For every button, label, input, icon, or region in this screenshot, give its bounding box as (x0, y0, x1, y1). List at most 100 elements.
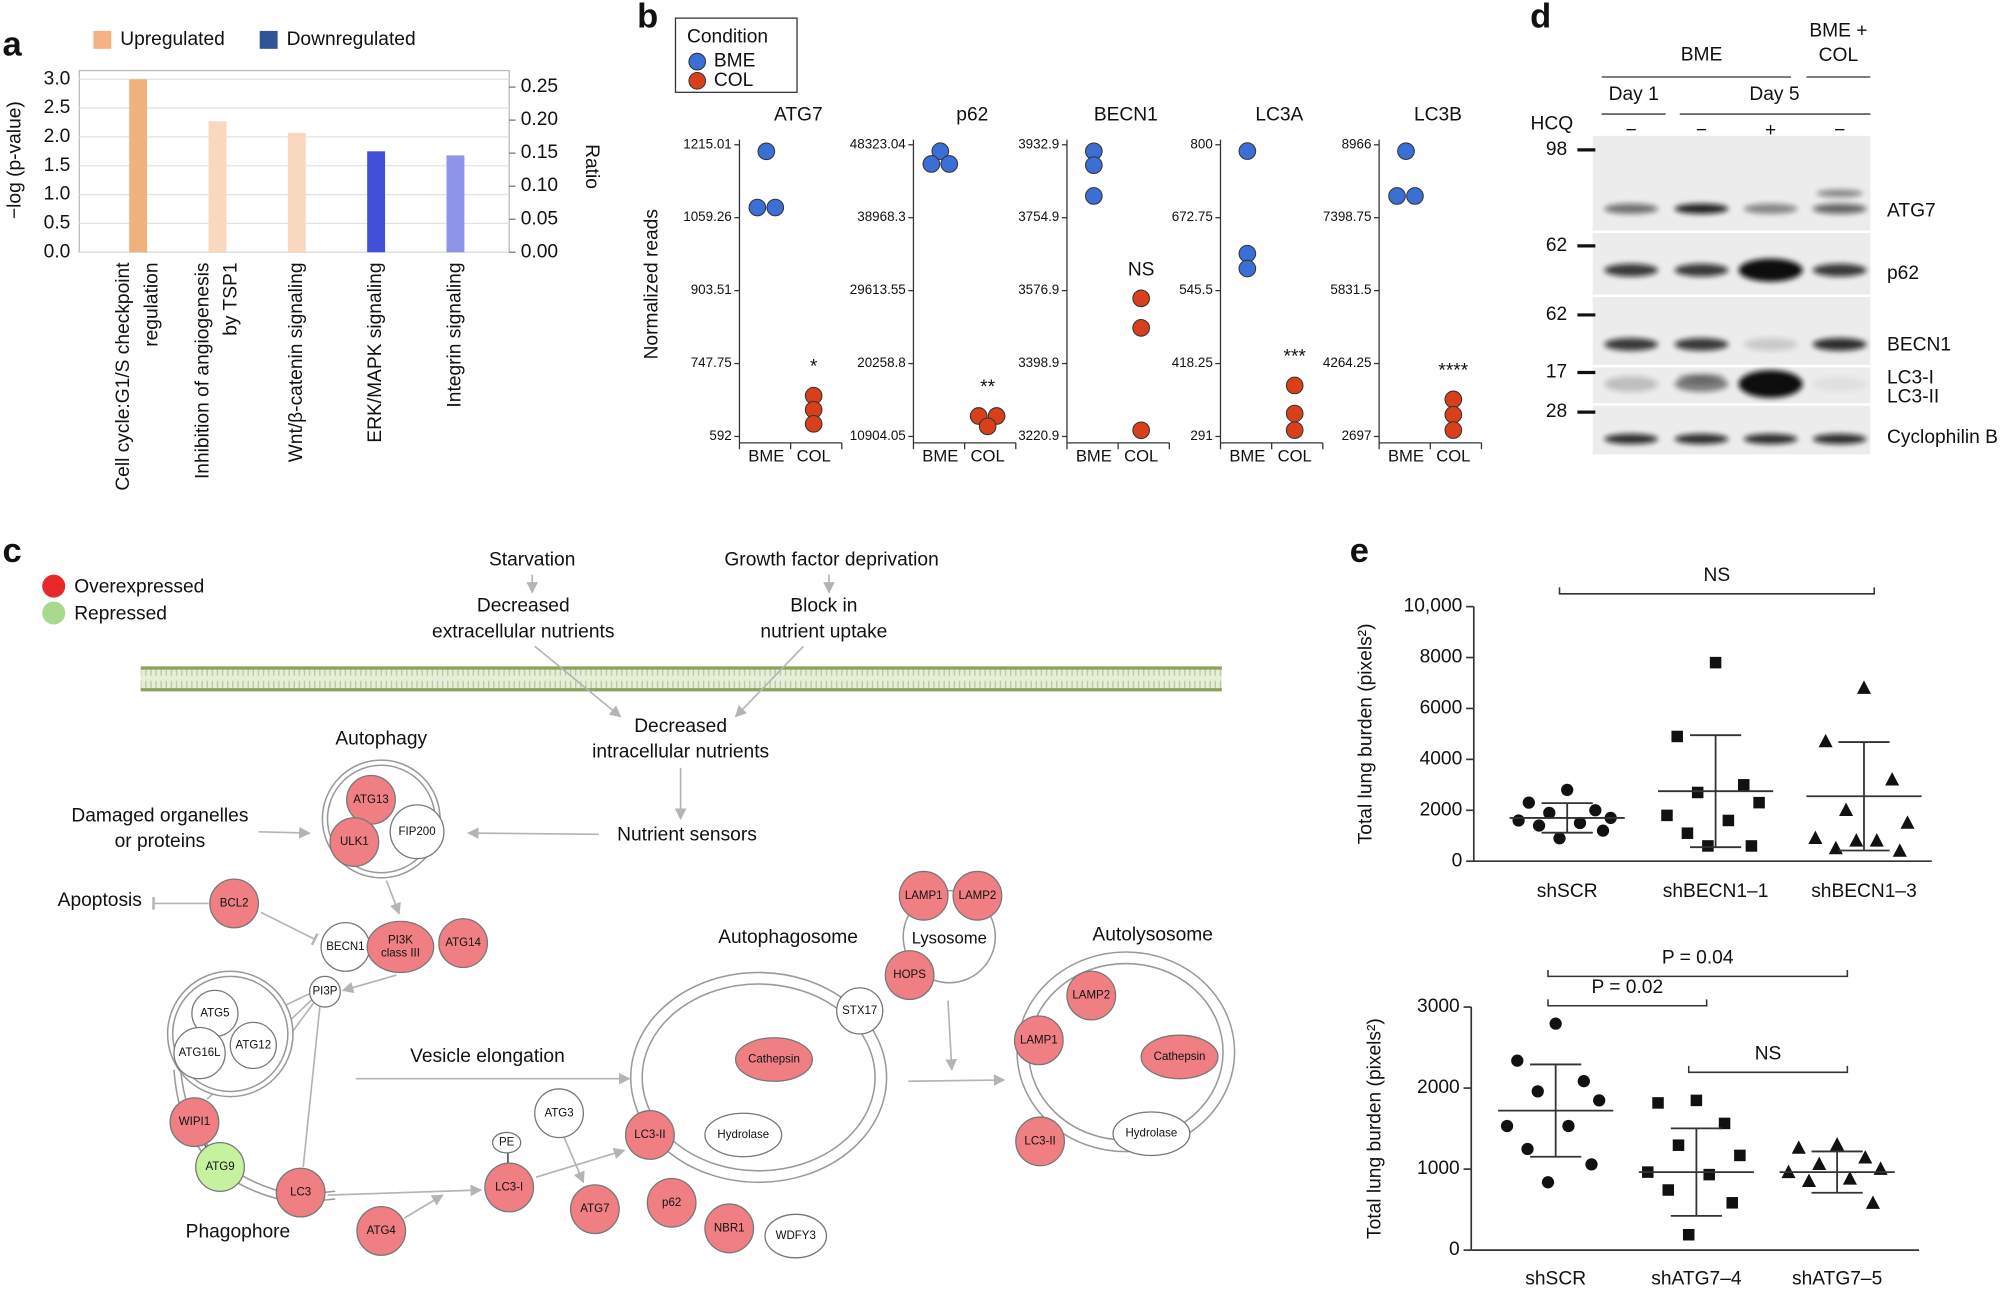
y-tick-label: 418.25 (1172, 355, 1213, 370)
blot-band (1674, 263, 1729, 277)
treatment-sign: − (1696, 120, 1707, 141)
data-point (804, 414, 823, 433)
diagram-label: Decreased (634, 716, 727, 737)
x-axis (912, 442, 1017, 450)
node (898, 870, 949, 921)
data-point (1406, 187, 1424, 205)
node-label: BCL2 (220, 897, 249, 909)
panel-label: b (637, 0, 658, 35)
legend-marker (688, 71, 707, 90)
node (1112, 1111, 1191, 1157)
y-tick-label: 2697 (1342, 428, 1372, 443)
y-tick-label: 3398.9 (1018, 355, 1059, 370)
blot-band (1604, 433, 1659, 445)
y-axis-label: Total lung burden (pixels²) (1364, 1018, 1385, 1239)
data-point (1397, 142, 1415, 160)
data-point (1818, 733, 1833, 748)
blot-band (1604, 263, 1659, 277)
y-axis-label: Normalized reads (642, 209, 663, 359)
shape (260, 911, 319, 946)
node (646, 1177, 697, 1228)
error-bar (1690, 734, 1742, 849)
node-label: LC3 (290, 1187, 311, 1199)
y-tick-label: 2.5 (44, 97, 71, 118)
y-tick-label: 1215.01 (683, 136, 732, 151)
data-point (1726, 1197, 1738, 1209)
band-label: ATG7 (1887, 200, 1936, 221)
data-point (1444, 421, 1463, 439)
node (389, 804, 445, 860)
y-tick-label: 0.0 (44, 241, 71, 262)
significance-bracket (1547, 969, 1849, 978)
y2-tick-label: 0.15 (521, 142, 558, 163)
node (438, 918, 489, 969)
significance-label: P = 0.04 (1662, 948, 1734, 969)
shape (385, 880, 401, 915)
node-label: LC3-I (495, 1181, 523, 1193)
timepoint-label: Day 5 (1749, 84, 1799, 105)
bar (287, 132, 306, 253)
blot-band (1604, 337, 1659, 351)
node-label: ATG4 (367, 1225, 397, 1237)
node (366, 920, 435, 974)
data-point (1808, 830, 1823, 845)
node-label: ATG3 (544, 1107, 573, 1119)
x-tick-label: shSCR (1525, 1269, 1586, 1290)
data-point (1801, 1173, 1817, 1188)
x-tick-label: BME (1076, 446, 1112, 465)
significance-label: NS (1755, 1043, 1782, 1064)
diagram-label: extracellular nutrients (432, 621, 614, 642)
x-tick-label: BME (922, 446, 958, 465)
timepoint-label: Day 1 (1609, 84, 1659, 105)
node-label: PI3P (312, 986, 337, 998)
data-point (922, 155, 941, 173)
y-tick-label: 1000 (1417, 1158, 1460, 1179)
y-tick-label: 3.0 (44, 68, 71, 89)
blot-strip (1592, 233, 1871, 295)
y-tick-label: 5831.5 (1330, 282, 1371, 297)
node-label: Cathepsin (1154, 1051, 1206, 1063)
marker-label: 62 (1546, 235, 1567, 256)
node (229, 1021, 277, 1070)
node-label: ATG9 (205, 1161, 234, 1173)
panel-label: c (3, 532, 22, 570)
data-point (1691, 786, 1704, 799)
band-label: p62 (1887, 263, 1919, 284)
y-tick-label: 8966 (1342, 136, 1372, 151)
y-tick-label: 8000 (1420, 647, 1463, 668)
y-tick-label: 3220.9 (1018, 428, 1059, 443)
data-point (1511, 1054, 1524, 1067)
y2-tick-label: 0.20 (521, 109, 558, 130)
blot-band (1812, 337, 1867, 351)
error-bar (1811, 1150, 1863, 1194)
x-axis (738, 442, 843, 450)
y-tick-label: 1059.26 (683, 209, 732, 224)
blot-band (1812, 263, 1867, 277)
blot-strip (1592, 135, 1871, 231)
node-label: LAMP2 (1072, 990, 1110, 1002)
data-point (1828, 840, 1843, 855)
x-tick-label: COL (1436, 446, 1470, 465)
diagram-label: or proteins (115, 831, 206, 852)
x-tick-label: Inhibition of angiogenesis (192, 262, 213, 479)
legend-marker (42, 574, 66, 598)
significance-label: **** (1438, 360, 1468, 381)
node (704, 1112, 783, 1158)
node (275, 1167, 326, 1218)
data-point (940, 155, 959, 173)
data-point (1085, 156, 1103, 175)
data-point (1662, 1184, 1675, 1196)
node (1013, 1015, 1064, 1066)
node (704, 1203, 755, 1254)
blot-band (1743, 203, 1798, 214)
data-point (1562, 1119, 1575, 1133)
shape (258, 826, 311, 839)
subplot-title: ATG7 (774, 104, 823, 125)
data-point (1521, 1142, 1534, 1156)
x-tick-label: BME (1388, 446, 1424, 465)
x-tick-label: COL (971, 446, 1005, 465)
data-point (1753, 796, 1765, 809)
y2-axis-label: Ratio (581, 144, 602, 189)
diagram-label: Decreased (477, 596, 570, 617)
blot-strip (1592, 297, 1871, 365)
